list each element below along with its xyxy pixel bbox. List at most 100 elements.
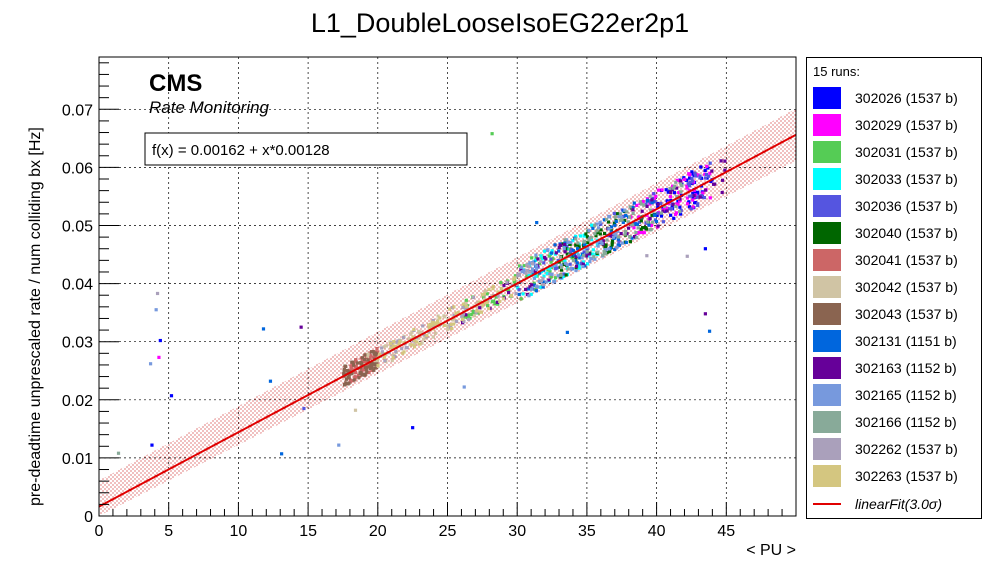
data-point <box>433 331 438 335</box>
data-point <box>452 313 456 318</box>
data-point <box>538 271 542 275</box>
data-point <box>342 372 346 376</box>
data-point <box>553 243 557 247</box>
data-point <box>691 172 695 176</box>
data-point <box>566 267 570 271</box>
data-point <box>582 242 586 247</box>
data-point <box>709 179 713 183</box>
data-point <box>650 220 654 224</box>
data-point <box>610 239 615 243</box>
data-point <box>496 294 500 298</box>
data-point <box>344 377 348 381</box>
data-point <box>462 319 466 324</box>
data-point <box>522 268 526 273</box>
data-point <box>345 368 349 373</box>
data-point <box>639 219 643 223</box>
data-point <box>455 319 459 324</box>
data-point <box>652 198 657 202</box>
data-point <box>541 283 545 287</box>
data-point <box>365 370 369 374</box>
data-point-outlier <box>157 355 161 359</box>
data-point <box>367 365 371 369</box>
data-point <box>708 196 712 200</box>
data-point <box>617 243 621 247</box>
data-point <box>624 240 628 245</box>
data-point <box>600 241 604 246</box>
data-point <box>596 244 600 248</box>
data-point <box>461 312 466 316</box>
data-point <box>466 313 471 317</box>
data-point <box>605 238 609 242</box>
data-point <box>599 222 603 226</box>
data-point <box>477 300 482 304</box>
data-point <box>581 260 585 264</box>
data-point <box>723 159 727 163</box>
data-point <box>640 226 645 230</box>
data-point <box>542 274 546 278</box>
data-point <box>607 215 612 219</box>
data-point <box>491 285 495 289</box>
data-point <box>534 267 539 271</box>
data-point <box>502 283 506 288</box>
data-point <box>562 246 566 251</box>
data-point <box>688 173 692 177</box>
x-tick-label: 25 <box>439 523 457 540</box>
data-point <box>431 318 435 323</box>
data-point <box>720 190 724 195</box>
data-point <box>363 353 367 357</box>
data-point <box>708 171 712 175</box>
data-point <box>677 190 681 195</box>
data-point <box>660 188 664 192</box>
data-point <box>512 276 517 280</box>
legend-label: 302043 (1537 b) <box>855 306 958 322</box>
data-point <box>627 220 631 224</box>
data-point <box>464 304 468 308</box>
legend-swatch <box>813 276 841 298</box>
data-point <box>363 373 367 377</box>
data-point <box>620 241 625 245</box>
data-point <box>450 318 455 322</box>
data-point <box>541 281 545 285</box>
data-point <box>433 322 437 326</box>
data-point <box>676 202 680 207</box>
data-point <box>561 274 566 279</box>
data-point <box>450 326 454 331</box>
fit-formula: f(x) = 0.00162 + x*0.00128 <box>152 142 330 159</box>
data-point <box>527 273 531 278</box>
data-point <box>616 237 621 241</box>
data-point-outlier <box>565 330 569 334</box>
data-point <box>366 352 370 356</box>
data-point <box>382 355 387 359</box>
scatter-points-layer <box>116 132 727 456</box>
data-point <box>539 254 543 258</box>
data-point <box>519 268 523 272</box>
x-tick-label: 30 <box>508 523 526 540</box>
data-point <box>521 292 525 296</box>
data-point-outlier <box>148 362 153 366</box>
data-point <box>397 342 401 346</box>
data-point <box>634 222 638 226</box>
data-point <box>527 294 531 298</box>
data-point <box>356 373 360 377</box>
data-point <box>500 286 504 290</box>
data-point <box>519 297 523 301</box>
legend-fit-label: linearFit(3.0σ) <box>855 496 943 512</box>
data-point <box>670 188 674 192</box>
data-point <box>571 249 576 253</box>
data-point <box>542 261 546 265</box>
data-point <box>628 205 632 209</box>
data-point <box>544 280 548 284</box>
data-point <box>352 363 356 367</box>
data-point <box>674 204 678 209</box>
data-point <box>623 229 628 234</box>
data-point <box>487 287 491 292</box>
data-point <box>698 195 702 199</box>
data-point <box>538 285 542 289</box>
data-point <box>496 290 500 294</box>
data-point <box>360 356 365 360</box>
legend-label: 302031 (1537 b) <box>855 144 958 160</box>
data-point <box>656 202 660 206</box>
data-point <box>525 273 529 278</box>
data-point <box>593 232 597 236</box>
x-tick-label: 35 <box>578 523 596 540</box>
